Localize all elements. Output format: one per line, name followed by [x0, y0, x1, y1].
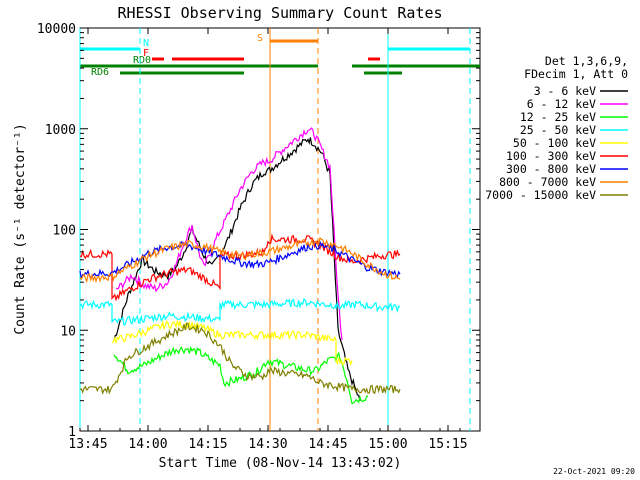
legend-label-12-25-kev: 12 - 25 keV: [520, 110, 596, 124]
x-axis-ticks: 13:45 14:00 14:15 14:30 14:45 15:00 15:15: [68, 28, 481, 452]
legend-label-100-300-kev: 100 - 300 keV: [506, 149, 596, 163]
series-line-25-50-kev: [79, 297, 401, 326]
y-tick-label-10000: 10000: [37, 22, 76, 37]
x-tick-label-14-15: 14:15: [188, 437, 227, 452]
x-tick-label-15-00: 15:00: [368, 437, 407, 452]
series-lines: [79, 127, 401, 405]
x-tick-label-14-45: 14:45: [308, 437, 347, 452]
flag-label-rd6: RD6: [91, 67, 109, 78]
series-line-7000-15000-kev: [79, 322, 401, 396]
x-tick-label-15-15: 15:15: [428, 437, 467, 452]
legend-label-300-800-kev: 300 - 800 keV: [506, 162, 596, 176]
series-line-300-800-kev: [79, 240, 401, 281]
series-line-800-7000-kev: [79, 236, 401, 284]
footer-timestamp: 22-Oct-2021 09:20: [553, 467, 635, 476]
series-line-50-100-kev: [111, 319, 353, 366]
y-axis-label: Count Rate (s⁻¹ detector⁻¹): [13, 123, 28, 334]
flag-label-s: S: [257, 33, 263, 44]
x-tick-label-14-00: 14:00: [128, 437, 167, 452]
series-line-3-6-kev: [113, 137, 361, 401]
x-axis-label: Start Time (08-Nov-14 13:43:02): [159, 456, 402, 471]
legend-label-50-100-kev: 50 - 100 keV: [513, 136, 596, 150]
flag-label-n: N: [143, 38, 149, 49]
legend: Det 1,3,6,9, FDecim 1, Att 0 3 - 6 keV6 …: [485, 54, 628, 202]
y-tick-label-1000: 1000: [45, 123, 76, 138]
legend-header-line1: Det 1,3,6,9,: [545, 54, 628, 68]
x-tick-label-14-30: 14:30: [248, 437, 287, 452]
flag-label-rd0: RD0: [133, 55, 151, 66]
vertical-markers: [79, 28, 471, 431]
legend-header-line2: FDecim 1, Att 0: [524, 67, 628, 81]
series-line-6-12-kev: [115, 127, 343, 341]
legend-label-25-50-kev: 25 - 50 keV: [520, 123, 596, 137]
y-tick-label-100: 100: [53, 224, 76, 239]
y-tick-label-1: 1: [68, 425, 76, 440]
series-line-100-300-kev: [79, 233, 401, 302]
y-axis-ticks: 1 10 100 1000 10000: [37, 22, 480, 440]
flag-bars: NF S RD0 RD6: [80, 33, 480, 78]
x-tick-label-13-45: 13:45: [68, 437, 107, 452]
series-line-12-25-kev: [113, 345, 369, 405]
legend-label-7000-15000-kev: 7000 - 15000 keV: [485, 188, 596, 202]
flag-label-f: F: [143, 48, 149, 59]
legend-label-800-7000-kev: 800 - 7000 keV: [499, 175, 596, 189]
legend-label-3-6-kev: 3 - 6 keV: [534, 84, 596, 98]
legend-label-6-12-kev: 6 - 12 keV: [527, 97, 596, 111]
chart-title: RHESSI Observing Summary Count Rates: [117, 4, 442, 22]
y-tick-label-10: 10: [60, 324, 76, 339]
